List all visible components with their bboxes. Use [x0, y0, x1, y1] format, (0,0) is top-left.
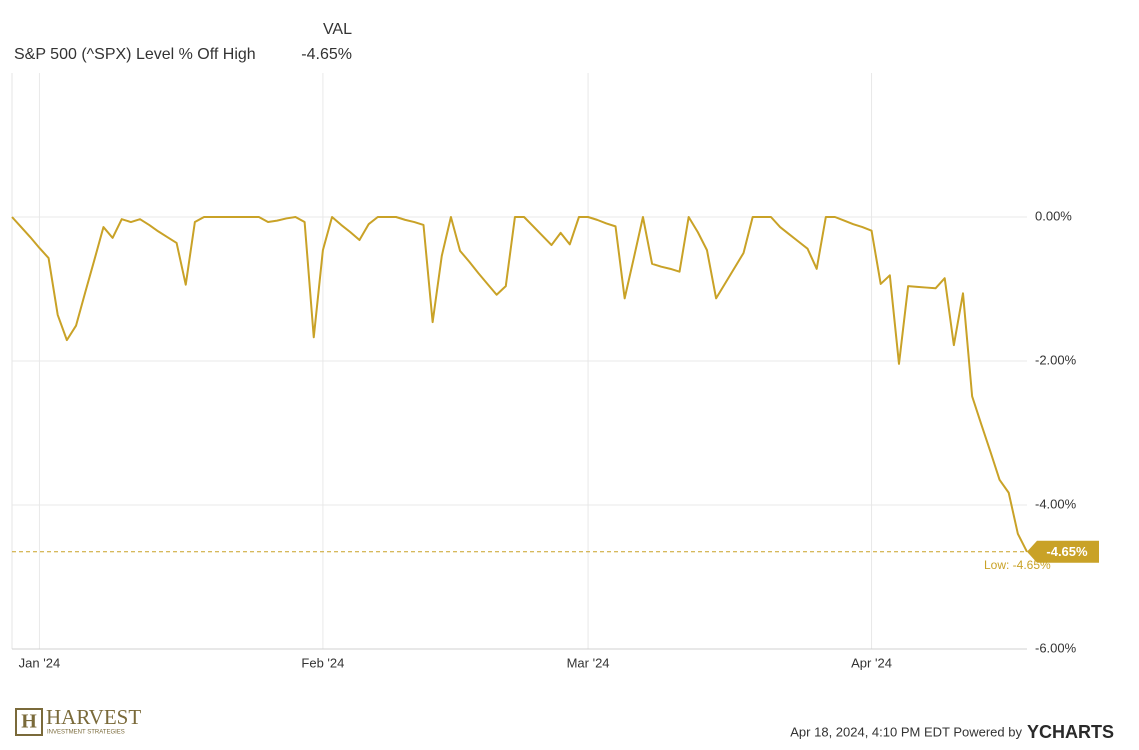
legend-header: VAL [323, 21, 352, 38]
low-annotation: Low: -4.65% [984, 558, 1051, 572]
brand: YCHARTS [1027, 722, 1114, 742]
logo-tagline: INVESTMENT STRATEGIES [47, 730, 125, 736]
logo: H HARVEST INVESTMENT STRATEGIES [15, 705, 141, 736]
logo-icon [15, 708, 43, 736]
x-tick-label: Mar '24 [567, 655, 610, 670]
x-tick-label: Jan '24 [19, 655, 61, 670]
y-tick-label: 0.00% [1035, 208, 1072, 223]
logo-mark: H [21, 711, 37, 733]
end-badge [1027, 540, 1099, 563]
timestamp: Apr 18, 2024, 4:10 PM EDT Powered by [790, 724, 1022, 739]
end-label: -4.65% [1046, 544, 1088, 559]
legend-value: -4.65% [301, 46, 352, 63]
y-tick-label: -6.00% [1035, 640, 1077, 655]
y-tick-label: -2.00% [1035, 352, 1077, 367]
x-tick-label: Apr '24 [851, 655, 892, 670]
legend-name: S&P 500 (^SPX) Level % Off High [14, 46, 256, 63]
logo-name: HARVEST [46, 705, 141, 729]
y-tick-label: -4.00% [1035, 496, 1077, 511]
series-line [11, 216, 1028, 553]
x-tick-label: Feb '24 [301, 655, 344, 670]
